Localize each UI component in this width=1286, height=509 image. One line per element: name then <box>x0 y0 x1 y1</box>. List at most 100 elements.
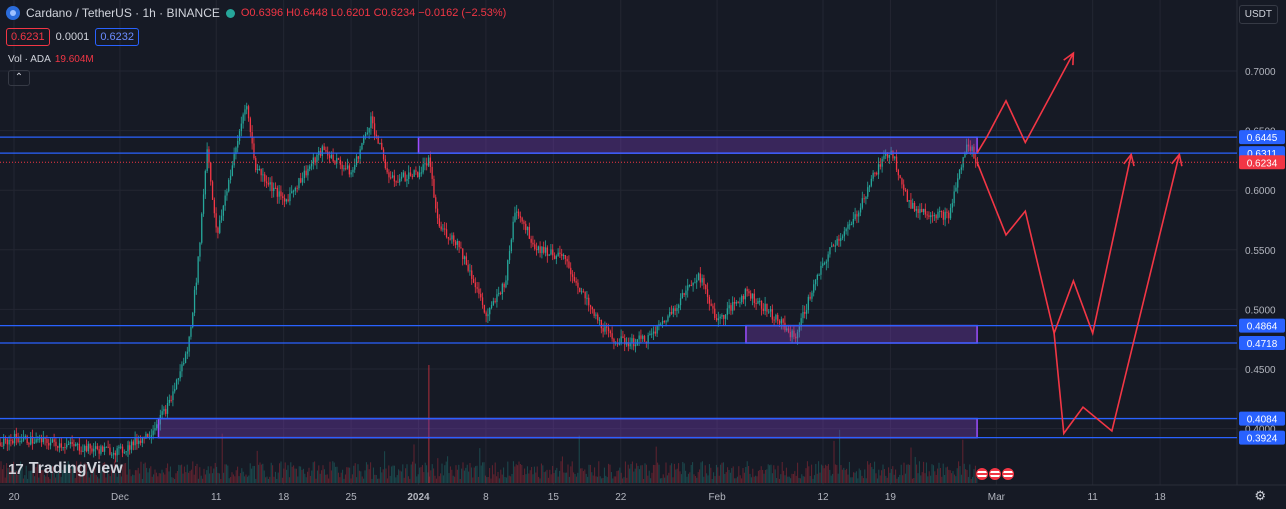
candle-body <box>503 283 505 288</box>
volume-bar <box>759 470 761 483</box>
candle-body <box>487 314 489 317</box>
candle-body <box>177 378 180 380</box>
volume-bar <box>736 476 738 483</box>
volume-bar <box>745 466 747 483</box>
candle-body <box>397 181 399 183</box>
volume-bar <box>973 469 975 483</box>
volume-bar <box>585 473 587 483</box>
candle-body <box>894 156 896 159</box>
volume-bar <box>4 477 6 483</box>
volume-bar <box>25 465 27 483</box>
collapse-chevron-icon[interactable]: ⌃ <box>8 70 30 86</box>
buy-button[interactable]: 0.6232 <box>95 28 139 46</box>
candle-body <box>391 175 394 178</box>
volume-bar <box>746 461 748 483</box>
flag-icon[interactable] <box>1002 468 1014 480</box>
candle-body <box>584 291 586 299</box>
volume-bar <box>521 464 523 483</box>
candle-body <box>39 438 41 440</box>
volume-bar <box>196 463 198 483</box>
candle-body <box>537 246 540 251</box>
volume-label: Vol · ADA <box>8 54 51 65</box>
volume-bar <box>599 476 601 483</box>
volume-bar <box>785 467 787 483</box>
candle-body <box>483 304 486 313</box>
candle-body <box>953 191 955 204</box>
volume-bar <box>97 476 99 483</box>
volume-bar <box>508 475 510 483</box>
candle-body <box>899 175 901 179</box>
symbol-title[interactable]: Cardano / TetherUS · 1h · BINANCE <box>26 6 220 20</box>
volume-bar <box>379 466 381 483</box>
volume-bar <box>766 469 768 483</box>
candle-body <box>220 215 223 221</box>
ohlc-change: −0.0162 (−2.53%) <box>418 7 507 19</box>
candle-body <box>161 411 163 415</box>
x-tick-label: 20 <box>8 492 20 503</box>
volume-bar <box>790 478 792 483</box>
volume-bar <box>837 473 839 483</box>
volume-bar <box>927 476 929 483</box>
candle-body <box>723 314 725 319</box>
flag-icon[interactable] <box>989 468 1001 480</box>
candle-body <box>80 450 82 452</box>
candle-body <box>755 302 757 304</box>
volume-bar <box>459 478 461 483</box>
candle-body <box>55 441 57 447</box>
candle-body <box>787 328 790 333</box>
volume-bar <box>711 478 713 483</box>
candle-body <box>769 309 772 312</box>
candle-body <box>66 444 68 448</box>
volume-bar <box>743 472 745 483</box>
candle-body <box>579 287 581 292</box>
volume-bar <box>193 474 195 483</box>
candle-body <box>442 228 444 230</box>
volume-bar <box>50 465 52 483</box>
volume-bar <box>885 475 887 483</box>
candle-body <box>323 146 325 151</box>
currency-button[interactable]: USDT <box>1238 5 1278 24</box>
candle-body <box>84 445 86 451</box>
volume-bar <box>389 475 391 483</box>
candle-body <box>13 433 16 444</box>
volume-bar <box>512 461 514 483</box>
volume-bar <box>388 465 390 483</box>
flag-icon[interactable] <box>976 468 988 480</box>
candle-body <box>708 296 711 304</box>
volume-bar <box>167 463 169 483</box>
volume-bar <box>150 466 152 483</box>
volume-bar <box>605 475 607 483</box>
event-flags[interactable] <box>976 468 1014 480</box>
volume-bar <box>223 472 225 483</box>
volume-bar <box>118 465 120 483</box>
candle-body <box>840 238 842 241</box>
candle-body <box>967 144 970 147</box>
sell-button[interactable]: 0.6231 <box>6 28 50 46</box>
volume-bar <box>857 478 859 483</box>
volume-bar <box>832 473 834 483</box>
volume-bar <box>364 470 366 483</box>
candle-body <box>917 209 919 213</box>
candle-body <box>883 155 885 159</box>
volume-bar <box>802 476 804 483</box>
tradingview-logo[interactable]: 17 TradingView <box>8 460 123 478</box>
ohlc-values: O0.6396 H0.6448 L0.6201 C0.6234 −0.0162 … <box>241 7 506 19</box>
candle-body <box>420 172 423 174</box>
volume-bar <box>18 474 20 483</box>
candle-body <box>946 211 948 213</box>
volume-bar <box>941 476 943 483</box>
settings-gear-icon[interactable]: ⚙ <box>1254 488 1266 503</box>
volume-bar <box>363 478 365 483</box>
volume-bar <box>312 462 314 483</box>
volume-bar <box>385 468 387 483</box>
volume-bar <box>402 464 404 483</box>
volume-bar <box>529 470 531 483</box>
volume-bar <box>251 468 253 483</box>
candle-body <box>827 254 829 262</box>
volume-bar <box>395 477 397 483</box>
candle-body <box>672 308 675 314</box>
volume-bar <box>921 472 923 483</box>
candle-body <box>71 442 73 445</box>
